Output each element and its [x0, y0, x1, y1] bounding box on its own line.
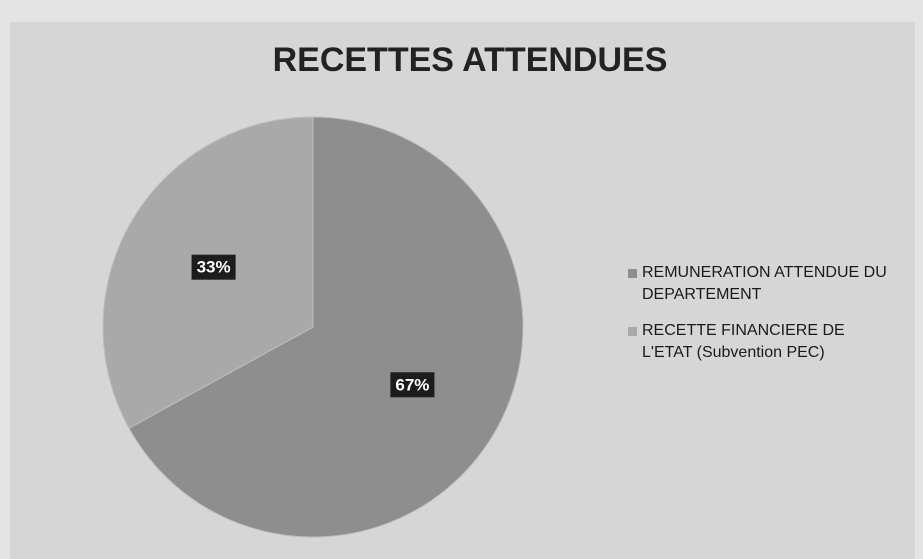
data-label-text: 33% — [197, 258, 231, 277]
legend-swatch — [628, 269, 637, 278]
pie-slice — [128, 116, 524, 538]
data-label: 67% — [390, 372, 435, 398]
legend: REMUNERATION ATTENDUE DU DEPARTEMENT RECE… — [628, 262, 898, 378]
legend-label: REMUNERATION ATTENDUE DU DEPARTEMENT — [642, 264, 887, 303]
data-label: 33% — [191, 254, 236, 280]
legend-item: REMUNERATION ATTENDUE DU DEPARTEMENT — [628, 262, 898, 306]
legend-label: RECETTE FINANCIERE DE L'ETAT (Subvention… — [642, 322, 845, 361]
legend-swatch — [628, 327, 637, 336]
data-label-box — [191, 254, 236, 280]
data-label-box — [390, 372, 435, 398]
legend-item: RECETTE FINANCIERE DE L'ETAT (Subvention… — [628, 320, 898, 364]
data-label-text: 67% — [395, 375, 429, 394]
chart-title: RECETTES ATTENDUES — [273, 41, 668, 79]
